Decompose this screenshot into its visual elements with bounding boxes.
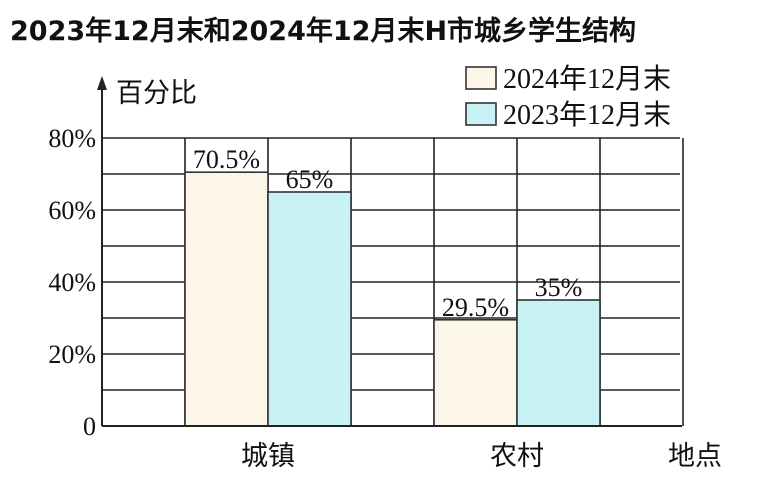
data-labels: 70.5% 29.5% 65% 35% bbox=[193, 145, 582, 322]
bar-0-1 bbox=[433, 318, 518, 427]
legend-label-2024: 2024年12月末 bbox=[503, 63, 671, 95]
y-axis-arrow-icon bbox=[97, 76, 107, 90]
data-label: 70.5% bbox=[193, 145, 260, 174]
x-axis-label: 地点 bbox=[668, 441, 722, 472]
bars bbox=[184, 171, 601, 427]
chart-title: 2023年12月末和2024年12月末H市城乡学生结构 bbox=[10, 15, 636, 47]
data-label: 65% bbox=[286, 165, 334, 194]
y-tick-label: 40% bbox=[48, 268, 96, 297]
y-tick-label: 60% bbox=[48, 196, 96, 225]
legend-swatch-2023 bbox=[465, 102, 497, 126]
legend-label-2023: 2023年12月末 bbox=[503, 99, 671, 131]
bar-1-0 bbox=[267, 191, 352, 427]
y-axis-label: 百分比 bbox=[116, 78, 197, 109]
y-tick-label: 20% bbox=[48, 340, 96, 369]
bar-1-1 bbox=[516, 299, 601, 427]
legend-swatch-2024 bbox=[465, 66, 497, 90]
x-tick-label: 城镇 bbox=[241, 441, 295, 472]
x-tick-labels: 城镇 农村 bbox=[241, 441, 544, 472]
legend: 2024年12月末 2023年12月末 bbox=[465, 63, 671, 131]
data-label: 29.5% bbox=[442, 293, 509, 322]
y-tick-label: 0 bbox=[83, 412, 96, 441]
x-tick-label: 农村 bbox=[490, 441, 544, 472]
y-tick-label: 80% bbox=[48, 124, 96, 153]
data-label: 35% bbox=[535, 273, 583, 302]
bar-0-0 bbox=[184, 171, 269, 427]
y-tick-labels: 0 20% 40% 60% 80% bbox=[48, 124, 96, 441]
